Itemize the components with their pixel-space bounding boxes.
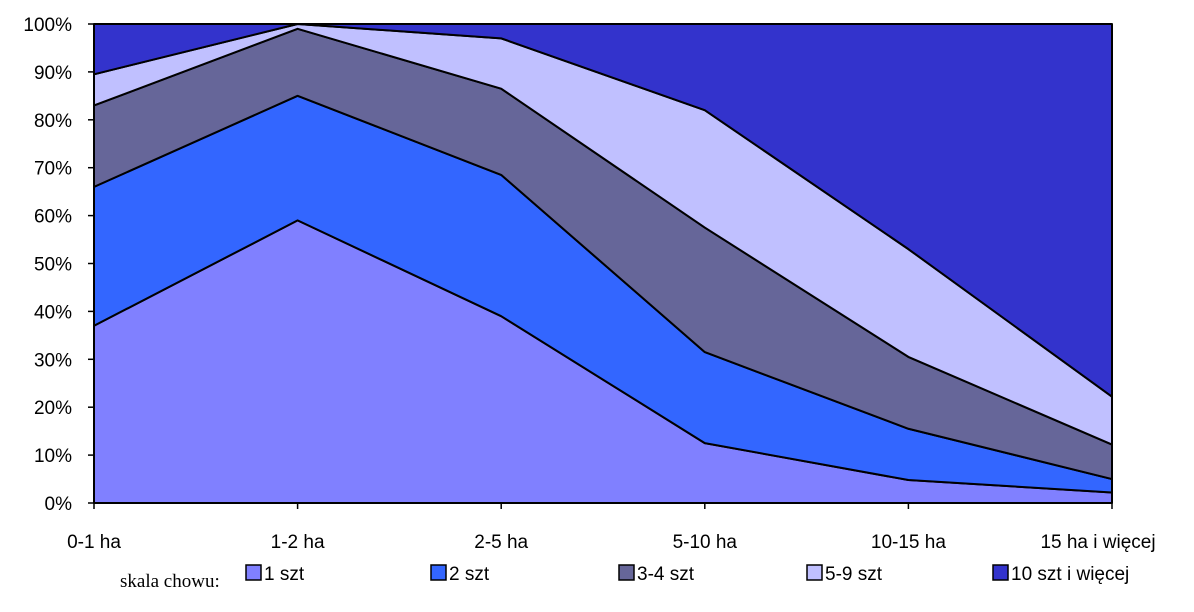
legend-title: skala chowu:	[120, 571, 220, 592]
y-tick-label: 20%	[34, 398, 72, 419]
y-tick-label: 70%	[34, 159, 72, 180]
y-tick-label: 50%	[34, 255, 72, 276]
x-tick-label: 2-5 ha	[474, 532, 528, 553]
x-tick-label: 0-1 ha	[67, 532, 121, 553]
y-tick-label: 90%	[34, 63, 72, 84]
y-tick-label: 30%	[34, 350, 72, 371]
legend-swatch-2	[430, 564, 447, 581]
y-axis-ticks: 0% 10% 20% 30% 40% 50% 60% 70% 80% 90% 100%	[23, 15, 94, 515]
x-tick-label: 5-10 ha	[673, 532, 738, 553]
legend-swatch-1	[245, 564, 262, 581]
x-tick-label: 1-2 ha	[271, 532, 325, 553]
legend-label-4: 5-9 szt	[825, 564, 883, 585]
area-layers	[93, 23, 1113, 504]
y-tick-label: 0%	[45, 494, 73, 515]
x-tick-label: 10-15 ha	[871, 532, 946, 553]
legend-label-1: 1 szt	[264, 564, 305, 585]
y-tick-label: 100%	[23, 15, 72, 36]
legend-swatch-3	[618, 564, 635, 581]
legend: skala chowu: 1 szt 2 szt 3-4 szt 5-9 szt 10 …	[120, 564, 1129, 592]
legend-label-5: 10 szt i więcej	[1011, 564, 1129, 585]
y-tick-label: 40%	[34, 302, 72, 323]
legend-label-3: 3-4 szt	[637, 564, 695, 585]
legend-swatch-5	[992, 564, 1009, 581]
y-tick-label: 80%	[34, 111, 72, 132]
legend-label-2: 2 szt	[449, 564, 490, 585]
y-tick-label: 10%	[34, 446, 72, 467]
x-tick-label: 15 ha i więcej	[1040, 532, 1155, 553]
area-series-5	[93, 23, 1113, 398]
legend-items: 1 szt 2 szt 3-4 szt 5-9 szt 10 szt i więcej	[245, 564, 1129, 585]
y-tick-label: 60%	[34, 207, 72, 228]
legend-swatch-4	[806, 564, 823, 581]
x-axis-ticks: 0-1 ha 1-2 ha 2-5 ha 5-10 ha 10-15 ha 15 ha i…	[67, 503, 1156, 553]
